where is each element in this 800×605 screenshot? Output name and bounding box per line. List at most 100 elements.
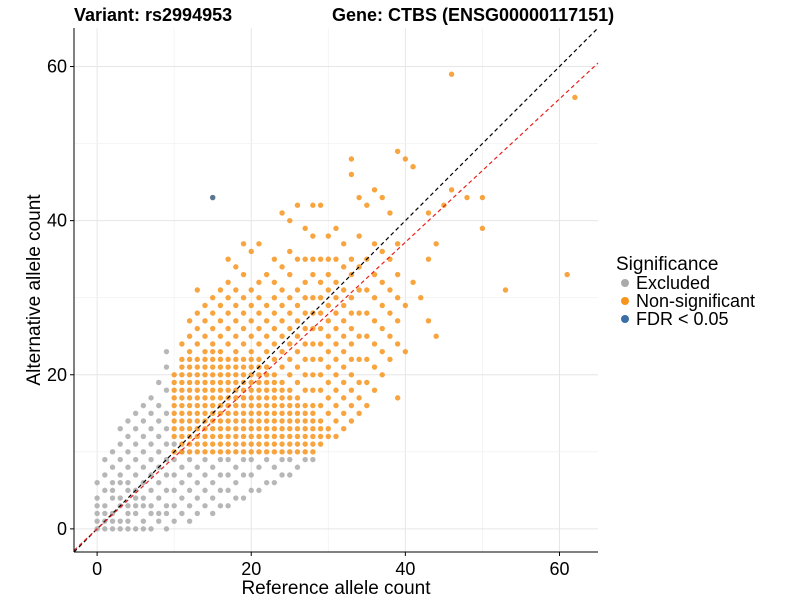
point-non-significant xyxy=(325,302,331,309)
point-non-significant xyxy=(333,225,339,232)
point-excluded xyxy=(186,456,193,463)
point-non-significant xyxy=(194,379,200,386)
point-non-significant xyxy=(194,364,200,370)
point-non-significant xyxy=(310,256,316,262)
point-non-significant xyxy=(248,433,254,440)
point-non-significant xyxy=(325,433,331,440)
point-excluded xyxy=(271,464,278,470)
point-non-significant xyxy=(179,410,185,416)
reference-lines xyxy=(73,27,599,553)
point-non-significant xyxy=(186,395,193,401)
point-excluded xyxy=(117,456,123,463)
point-non-significant xyxy=(210,341,216,347)
point-excluded xyxy=(263,456,270,463)
point-non-significant xyxy=(410,279,416,285)
point-non-significant xyxy=(194,356,200,363)
point-non-significant xyxy=(564,271,570,278)
legend-swatch-fdr-0-05 xyxy=(621,315,629,323)
point-non-significant xyxy=(248,410,254,416)
point-non-significant xyxy=(333,356,339,363)
reference-line-identity xyxy=(73,27,599,553)
point-excluded xyxy=(94,495,100,501)
point-non-significant xyxy=(225,426,231,432)
point-non-significant xyxy=(325,379,331,386)
point-non-significant xyxy=(225,402,231,409)
point-excluded xyxy=(171,472,177,478)
point-excluded xyxy=(125,487,131,494)
point-excluded xyxy=(279,472,285,478)
point-non-significant xyxy=(317,256,324,262)
point-excluded xyxy=(163,503,170,509)
point-excluded xyxy=(163,487,170,494)
point-non-significant xyxy=(210,295,216,301)
point-non-significant xyxy=(263,387,270,393)
point-excluded xyxy=(210,464,216,470)
point-excluded xyxy=(109,518,116,524)
point-non-significant xyxy=(179,449,185,455)
point-non-significant xyxy=(248,418,254,424)
point-excluded xyxy=(248,472,254,478)
point-non-significant xyxy=(217,372,224,378)
point-excluded xyxy=(109,526,116,532)
point-non-significant xyxy=(186,449,193,455)
point-non-significant xyxy=(225,295,231,301)
x-tick-label: 40 xyxy=(395,559,415,579)
point-excluded xyxy=(117,518,123,524)
point-excluded xyxy=(156,518,162,524)
point-non-significant xyxy=(233,287,239,293)
point-excluded xyxy=(132,441,139,447)
point-non-significant xyxy=(341,395,347,401)
legend-label-non-significant: Non-significant xyxy=(636,291,755,311)
point-excluded xyxy=(125,503,131,509)
axis-ticks: 0 20 40 60 0 20 40 60 xyxy=(47,57,570,579)
point-non-significant xyxy=(294,449,301,455)
point-non-significant xyxy=(287,271,293,278)
point-non-significant xyxy=(256,295,262,301)
point-non-significant xyxy=(364,202,370,208)
point-non-significant xyxy=(387,356,393,363)
point-excluded xyxy=(194,464,200,470)
point-excluded xyxy=(156,433,162,440)
point-non-significant xyxy=(294,379,301,386)
point-excluded xyxy=(94,503,100,509)
point-non-significant xyxy=(256,395,262,401)
point-non-significant xyxy=(279,418,285,424)
point-non-significant xyxy=(279,387,285,393)
point-non-significant xyxy=(279,364,285,370)
point-non-significant xyxy=(263,364,270,370)
point-non-significant xyxy=(371,364,378,370)
point-non-significant xyxy=(379,302,385,309)
point-excluded xyxy=(240,472,247,478)
point-non-significant xyxy=(302,310,308,316)
point-excluded xyxy=(163,441,170,447)
point-non-significant xyxy=(217,287,224,293)
point-non-significant xyxy=(302,256,308,262)
point-non-significant xyxy=(348,341,355,347)
point-non-significant xyxy=(310,202,316,208)
point-non-significant xyxy=(310,441,316,447)
point-non-significant xyxy=(287,402,293,409)
point-non-significant xyxy=(433,333,439,339)
point-excluded xyxy=(132,426,139,432)
point-excluded xyxy=(140,518,147,524)
point-non-significant xyxy=(418,295,424,301)
point-non-significant xyxy=(364,310,370,316)
point-non-significant xyxy=(317,341,324,347)
point-non-significant xyxy=(287,426,293,432)
point-non-significant xyxy=(348,402,355,409)
point-non-significant xyxy=(279,441,285,447)
point-non-significant xyxy=(302,410,308,416)
point-non-significant xyxy=(317,295,324,301)
point-non-significant xyxy=(325,233,331,239)
point-non-significant xyxy=(302,372,308,378)
point-non-significant xyxy=(256,310,262,316)
point-non-significant xyxy=(317,426,324,432)
point-non-significant xyxy=(302,325,308,332)
point-non-significant xyxy=(210,356,216,363)
point-non-significant xyxy=(348,372,355,378)
point-non-significant xyxy=(572,94,578,101)
point-non-significant xyxy=(225,341,231,347)
point-non-significant xyxy=(302,356,308,363)
point-non-significant xyxy=(302,418,308,424)
